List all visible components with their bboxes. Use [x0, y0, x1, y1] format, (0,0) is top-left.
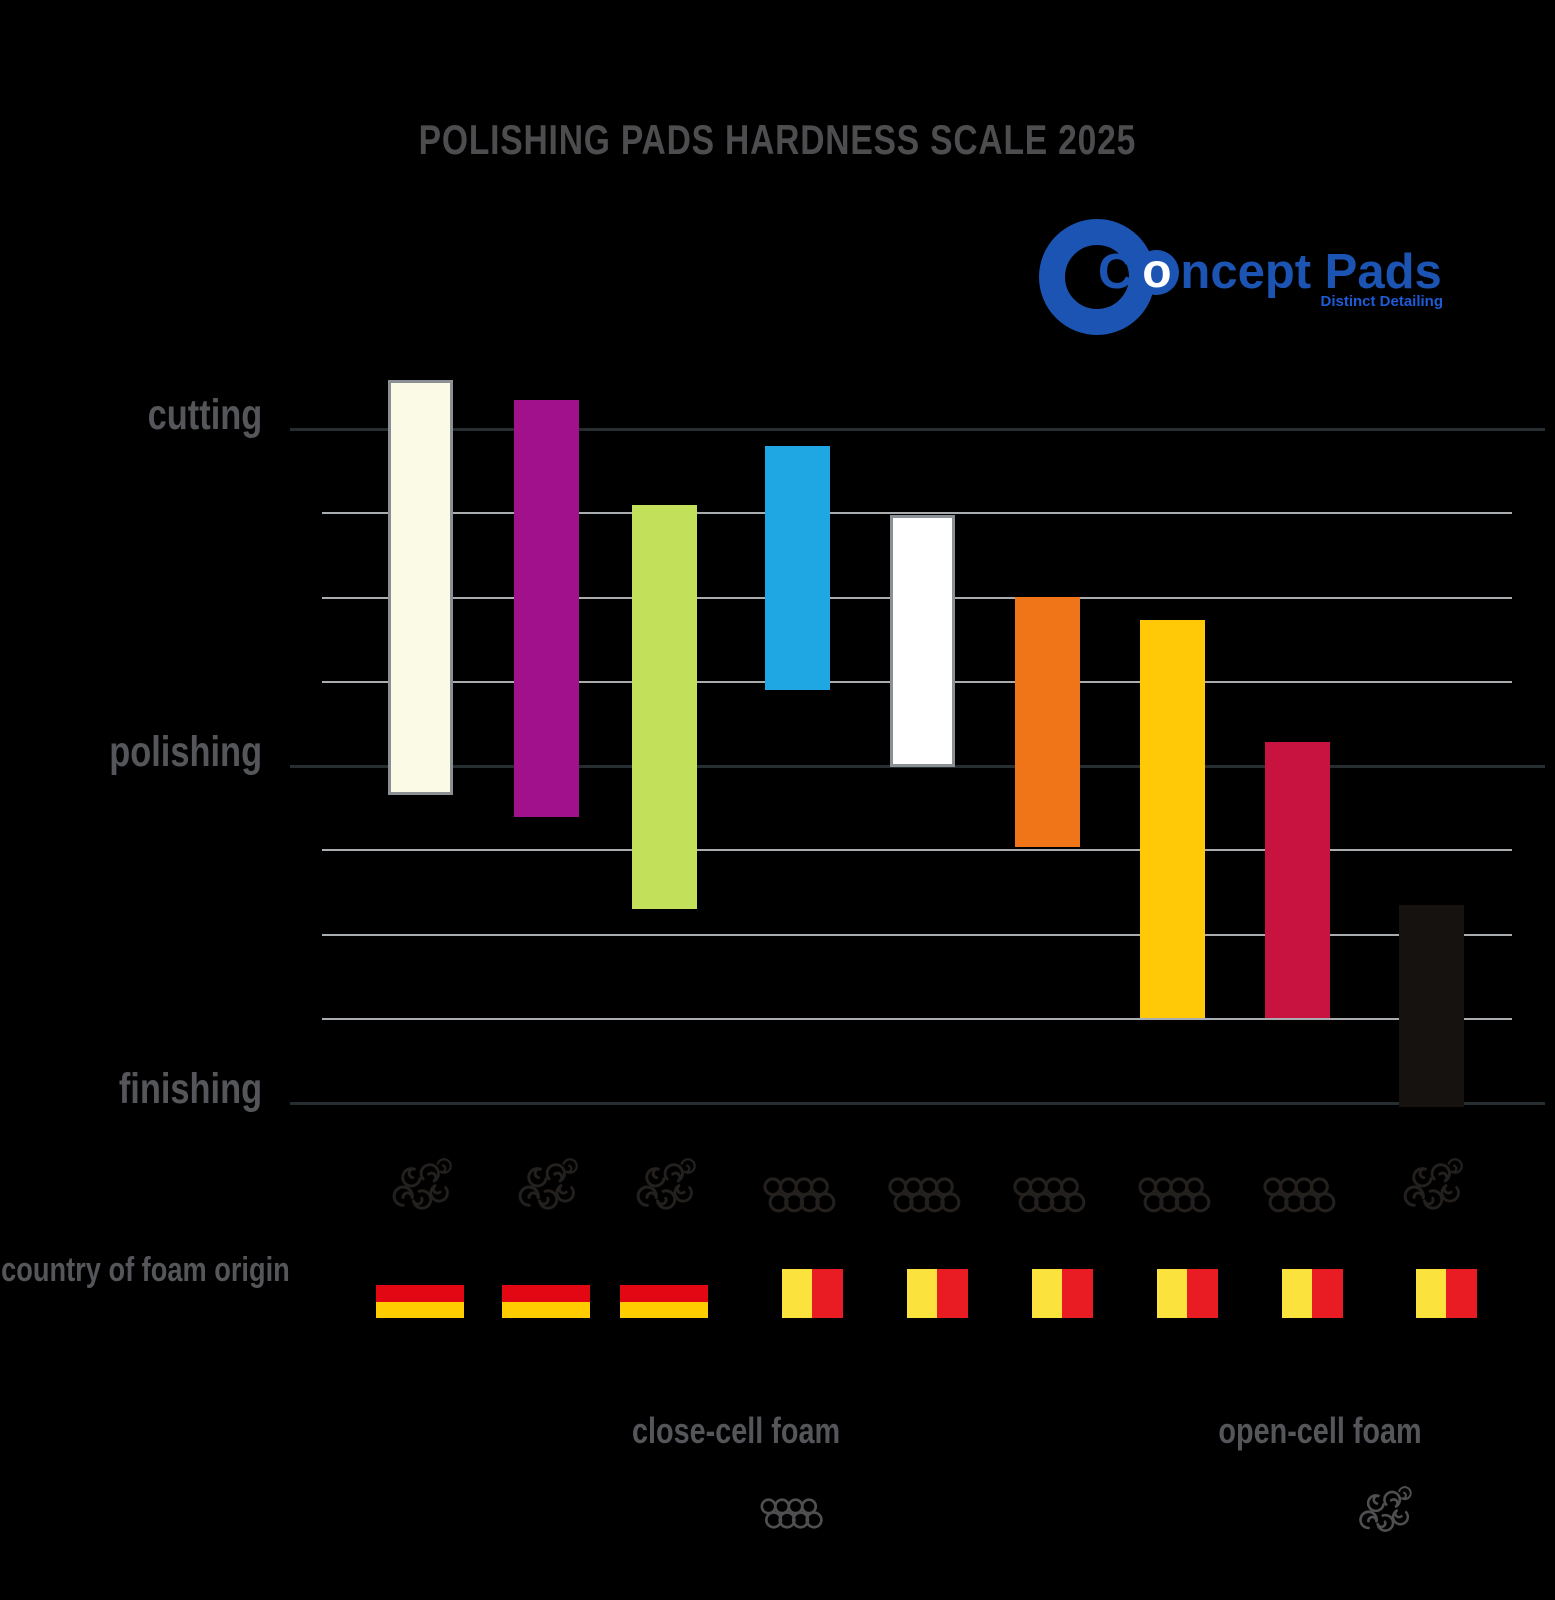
flag-stripe	[620, 1285, 708, 1302]
close-cell-circles-icon	[1138, 1177, 1214, 1214]
flag-stripe	[376, 1269, 464, 1286]
flag-stripe	[812, 1269, 844, 1318]
open-cell-swirls-icon	[514, 1156, 586, 1214]
flag-stripe	[1281, 1269, 1313, 1318]
flag-stripe	[781, 1269, 813, 1318]
open-cell-swirls-icon	[1399, 1156, 1471, 1214]
close-cell-circles-icon	[1013, 1177, 1089, 1214]
belgium-flag	[1126, 1269, 1219, 1318]
flag-stripe	[751, 1269, 782, 1318]
germany-flag	[502, 1269, 590, 1318]
flag-stripe	[620, 1301, 708, 1318]
flag-stripe	[1156, 1269, 1188, 1318]
flag-stripe	[376, 1301, 464, 1318]
pad-bar-green	[631, 505, 697, 909]
close-cell-circles-icon	[1263, 1177, 1339, 1214]
y-axis-label-finishing: finishing	[118, 1065, 262, 1113]
gridline-minor	[322, 1018, 1512, 1020]
open-cell-swirls-icon	[388, 1156, 460, 1214]
pad-bar-white	[889, 515, 955, 767]
flag-stripe	[1031, 1269, 1063, 1318]
flag-stripe	[1251, 1269, 1282, 1318]
flag-stripe	[937, 1269, 969, 1318]
logo-tagline: Distinct Detailing	[1320, 293, 1443, 310]
open-cell-swirls-icon	[632, 1156, 704, 1214]
flag-stripe	[1385, 1269, 1416, 1318]
flag-stripe	[376, 1285, 464, 1302]
close-cell-circles-icon	[763, 1177, 839, 1214]
flag-stripe	[1312, 1269, 1344, 1318]
flag-stripe	[1446, 1269, 1478, 1318]
x-axis-label: country of foam origin	[1, 1251, 290, 1289]
flag-stripe	[502, 1269, 590, 1286]
flag-stripe	[1126, 1269, 1157, 1318]
chart-title-text: POLISHING PADS HARDNESS SCALE 2025	[418, 116, 1137, 163]
legend-close-cell-label: close-cell foam	[631, 1410, 841, 1451]
gridline-minor	[322, 512, 1512, 514]
flag-stripe	[1415, 1269, 1447, 1318]
legend-open-cell-label: open-cell foam	[1218, 1410, 1422, 1451]
belgium-flag	[876, 1269, 969, 1318]
flag-stripe	[1062, 1269, 1094, 1318]
flag-stripe	[620, 1269, 708, 1286]
flag-stripe	[1187, 1269, 1219, 1318]
pad-bar-ivory	[387, 380, 453, 795]
pad-bar-blue	[764, 446, 830, 690]
germany-flag	[376, 1269, 464, 1318]
flag-stripe	[876, 1269, 907, 1318]
gridline-major	[290, 1102, 1545, 1105]
flag-stripe	[502, 1285, 590, 1302]
germany-flag	[620, 1269, 708, 1318]
gridline-minor	[322, 849, 1512, 851]
pad-bar-orange	[1014, 597, 1080, 847]
open-cell-swirls-icon	[1357, 1484, 1417, 1536]
pad-bar-black	[1398, 905, 1464, 1107]
flag-stripe	[1001, 1269, 1032, 1318]
gridline-major	[290, 428, 1545, 431]
flag-stripe	[906, 1269, 938, 1318]
logo-brand-part-rest: ncept Pads	[1180, 245, 1442, 299]
close-cell-circles-icon	[888, 1177, 964, 1214]
belgium-flag	[1001, 1269, 1094, 1318]
logo-brand-part-c: C	[1098, 245, 1134, 299]
belgium-flag	[751, 1269, 844, 1318]
chart-title: POLISHING PADS HARDNESS SCALE 2025	[0, 116, 1555, 164]
y-axis-label-cutting: cutting	[147, 391, 262, 439]
logo-o-disc: o	[1134, 248, 1180, 296]
y-axis-label-polishing: polishing	[109, 728, 262, 776]
gridline-minor	[322, 934, 1512, 936]
pad-bar-yellow	[1139, 620, 1205, 1018]
flag-stripe	[502, 1301, 590, 1318]
pad-bar-crimson	[1264, 742, 1330, 1018]
close-cell-circles-icon	[760, 1498, 826, 1530]
belgium-flag	[1385, 1269, 1478, 1318]
pad-bar-purple	[513, 400, 579, 817]
belgium-flag	[1251, 1269, 1344, 1318]
